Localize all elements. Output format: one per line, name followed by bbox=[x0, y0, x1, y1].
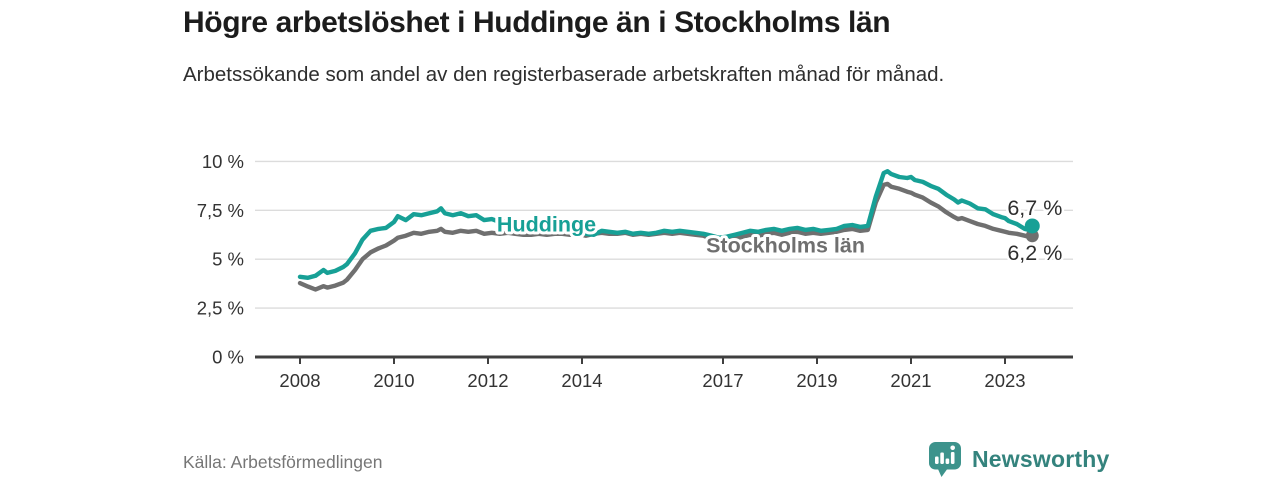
source-note: Källa: Arbetsförmedlingen bbox=[183, 452, 383, 472]
y-axis-tick-label: 0 % bbox=[212, 347, 244, 368]
series-line-huddinge bbox=[297, 169, 1035, 280]
y-axis-tick-label: 10 % bbox=[202, 151, 244, 172]
x-axis-tick-label: 2010 bbox=[373, 370, 414, 391]
newsworthy-logo[interactable]: Newsworthy bbox=[928, 441, 1109, 478]
y-axis-tick-label: 5 % bbox=[212, 249, 244, 270]
series-label: Stockholms län bbox=[706, 233, 865, 257]
chart-subtitle: Arbetssökande som andel av den registerb… bbox=[183, 63, 945, 86]
x-axis-tick-label: 2012 bbox=[467, 370, 508, 391]
y-axis-tick-label: 2,5 % bbox=[197, 298, 244, 319]
newsworthy-logo-icon bbox=[929, 442, 961, 477]
newsworthy-logo-text: Newsworthy bbox=[972, 446, 1110, 472]
series-line-stockholms-l-n bbox=[297, 181, 1035, 292]
x-axis-tick-label: 2021 bbox=[890, 370, 931, 391]
series-end-dot bbox=[1024, 218, 1040, 234]
x-axis-tick-label: 2019 bbox=[796, 370, 837, 391]
x-axis-tick-label: 2014 bbox=[561, 370, 602, 391]
x-axis-tick-label: 2017 bbox=[702, 370, 743, 391]
y-axis-tick-label: 7,5 % bbox=[197, 200, 244, 221]
x-axis-tick-label: 2023 bbox=[984, 370, 1025, 391]
series-end-value-label: 6,7 % bbox=[1007, 196, 1062, 220]
series-label: Huddinge bbox=[497, 212, 596, 236]
chart-title: Högre arbetslöshet i Huddinge än i Stock… bbox=[183, 6, 891, 39]
x-axis-tick-label: 2008 bbox=[279, 370, 320, 391]
series-end-value-label: 6,2 % bbox=[1007, 241, 1062, 265]
